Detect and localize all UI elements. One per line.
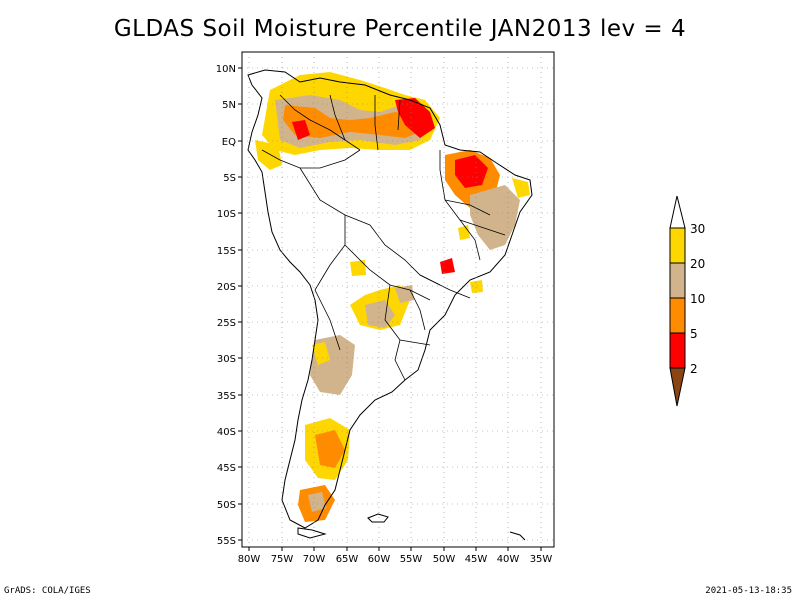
country-borders: [261, 94, 506, 381]
lon-tick-label: 50W: [433, 554, 456, 565]
lon-tick-label: 70W: [303, 554, 326, 565]
lon-tick-label: 65W: [336, 554, 359, 565]
colorbar-segment: [669, 227, 686, 264]
lat-tick-label: 35S: [217, 391, 236, 402]
colorbar-label: 20: [690, 257, 705, 271]
lon-tick-marks: [248, 547, 542, 551]
lat-tick-label: 15S: [217, 246, 236, 257]
map-title: GLDAS Soil Moisture Percentile JAN2013 l…: [113, 16, 687, 42]
lat-tick-label: 50S: [217, 500, 236, 511]
colorbar-labels: 30 20 10 5 2: [690, 222, 705, 376]
south-georgia: [509, 531, 526, 541]
lat-tick-marks: [238, 67, 242, 541]
lon-tick-label: 60W: [368, 554, 391, 565]
falklands: [367, 513, 389, 523]
tierra-del-fuego: [297, 527, 327, 539]
lat-tick-label: 30S: [217, 354, 236, 365]
lon-tick-label: 75W: [271, 554, 294, 565]
colorbar-top-arrow: [669, 195, 686, 229]
footer-credit: GrADS: COLA/IGES: [4, 586, 91, 596]
lat-tick-label: 10N: [216, 64, 236, 75]
lat-tick-label: 20S: [217, 282, 236, 293]
colorbar-segment: [669, 332, 686, 369]
colorbar-label: 10: [690, 292, 705, 306]
colorbar: [669, 195, 686, 407]
lat-tick-label: 5N: [222, 100, 236, 111]
colorbar-bottom-arrow: [669, 367, 686, 407]
colorbar-segment: [669, 297, 686, 334]
colorbar-label: 5: [690, 327, 698, 341]
lat-gridlines: [242, 67, 554, 541]
lon-tick-label: 45W: [465, 554, 488, 565]
lat-tick-label: EQ: [222, 137, 236, 148]
lat-tick-label: 10S: [217, 209, 236, 220]
percentile-patches: [255, 72, 530, 522]
colorbar-segment: [669, 262, 686, 299]
lat-tick-label: 25S: [217, 318, 236, 329]
lon-tick-labels: 80W 75W 70W 65W 60W 55W 50W 45W 40W 35W: [238, 554, 553, 565]
lat-tick-labels: 10N 5N EQ 5S 10S 15S 20S 25S 30S 35S 40S…: [216, 64, 236, 547]
lat-tick-label: 45S: [217, 463, 236, 474]
lat-tick-label: 55S: [217, 536, 236, 547]
colorbar-label: 30: [690, 222, 705, 236]
coastline: [247, 69, 533, 529]
lat-tick-label: 5S: [223, 173, 236, 184]
lon-tick-label: 80W: [238, 554, 261, 565]
colorbar-label: 2: [690, 362, 698, 376]
lon-tick-label: 40W: [497, 554, 520, 565]
lon-tick-label: 35W: [530, 554, 553, 565]
lat-tick-label: 40S: [217, 427, 236, 438]
lon-tick-label: 55W: [400, 554, 423, 565]
footer-timestamp: 2021-05-13-18:35: [705, 586, 792, 596]
